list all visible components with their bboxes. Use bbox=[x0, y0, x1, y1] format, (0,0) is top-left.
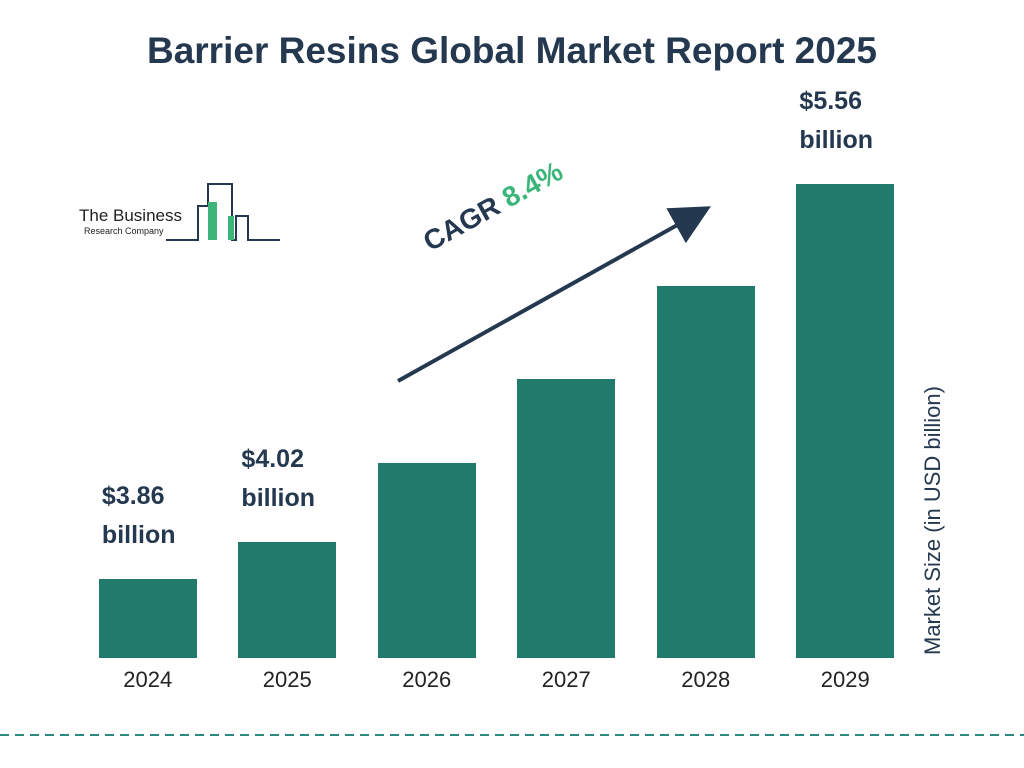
bar bbox=[656, 286, 755, 658]
trend-arrow bbox=[397, 206, 711, 383]
x-tick-label: 2026 bbox=[402, 667, 452, 692]
logo-icon bbox=[166, 183, 280, 241]
x-tick-label: 2029 bbox=[820, 667, 870, 692]
logo-subtext: Research Company bbox=[84, 226, 164, 236]
chart-title: Barrier Resins Global Market Report 2025 bbox=[146, 30, 877, 71]
y-axis-label: Market Size (in USD billion) bbox=[920, 386, 945, 655]
value-label: $4.02 billion bbox=[241, 444, 316, 512]
x-tick-label: 2028 bbox=[681, 667, 731, 692]
bar bbox=[796, 184, 895, 658]
x-tick-label: 2024 bbox=[123, 667, 173, 692]
x-tick-label: 2027 bbox=[541, 667, 591, 692]
bar bbox=[98, 579, 197, 658]
x-tick-label: 2025 bbox=[262, 667, 312, 692]
logo-text: The Business bbox=[79, 206, 182, 225]
bar bbox=[238, 541, 337, 658]
bar bbox=[517, 379, 616, 658]
bar bbox=[377, 462, 476, 658]
value-label: $3.86 billion bbox=[101, 482, 176, 549]
value-label: $5.56 billion bbox=[799, 87, 874, 154]
